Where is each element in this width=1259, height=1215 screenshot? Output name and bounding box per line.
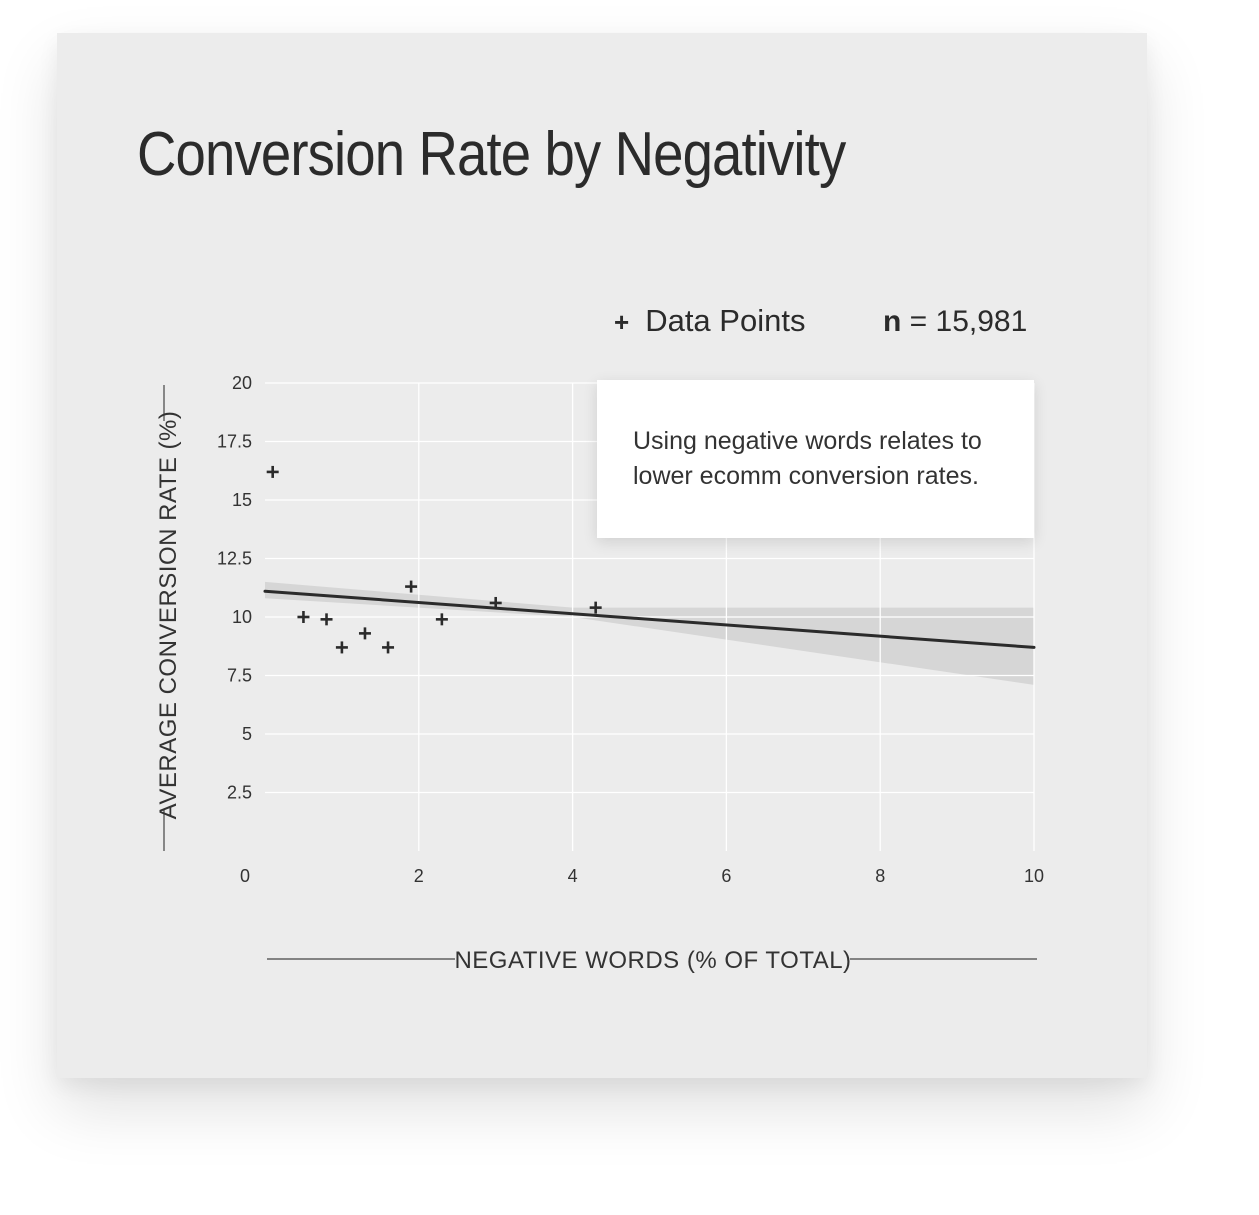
- x-tick-label: 2: [414, 866, 424, 886]
- y-tick-label: 20: [232, 373, 252, 393]
- data-point: [435, 613, 448, 626]
- y-tick-label: 17.5: [217, 432, 252, 452]
- x-tick-label: 0: [240, 866, 250, 886]
- sample-size-label: n: [883, 305, 902, 338]
- chart-plot: 2.5 5 7.5 10 12.5 15 17.5 20 0 2 4 6 8 10 NEGATIVE WO…: [155, 373, 1044, 974]
- x-tick-label: 4: [568, 866, 578, 886]
- legend-label: Data Points: [645, 303, 806, 338]
- data-point: [382, 641, 395, 654]
- y-tick-label: 12.5: [217, 549, 252, 569]
- data-point: [405, 580, 418, 593]
- y-tick-label: 5: [242, 724, 252, 744]
- annotation-text: Using negative words relates to lower ec…: [633, 427, 982, 490]
- y-tick-label: 10: [232, 607, 252, 627]
- data-point: [589, 601, 602, 614]
- sample-size-value: = 15,981: [909, 305, 1028, 338]
- x-axis-title: NEGATIVE WORDS (% OF TOTAL): [454, 947, 851, 974]
- plus-marker-icon: +: [614, 307, 630, 337]
- y-axis-title: AVERAGE CONVERSION RATE (%): [155, 411, 182, 820]
- y-tick-label: 7.5: [227, 666, 252, 686]
- x-tick-label: 10: [1024, 866, 1044, 886]
- data-point: [335, 641, 348, 654]
- trend-line: [263, 589, 1036, 649]
- y-tick-label: 2.5: [227, 783, 252, 803]
- confidence-band: [265, 581, 1034, 685]
- data-point: [266, 465, 279, 478]
- chart-title: Conversion Rate by Negativity: [137, 120, 846, 189]
- chart-card: Conversion Rate by Negativity 2.5 5 7.5 10 1…: [57, 33, 1147, 1078]
- data-point: [297, 611, 310, 623]
- annotation-box: Using negative words relates to lower ec…: [597, 380, 1034, 538]
- sample-size: n = 15,981: [883, 305, 1027, 339]
- data-point: [489, 596, 502, 609]
- x-tick-label: 8: [875, 866, 885, 886]
- legend: + Data Points: [614, 303, 805, 339]
- data-point: [320, 613, 333, 626]
- y-tick-label: 15: [232, 490, 252, 510]
- data-point: [358, 627, 371, 640]
- x-tick-label: 6: [721, 866, 731, 886]
